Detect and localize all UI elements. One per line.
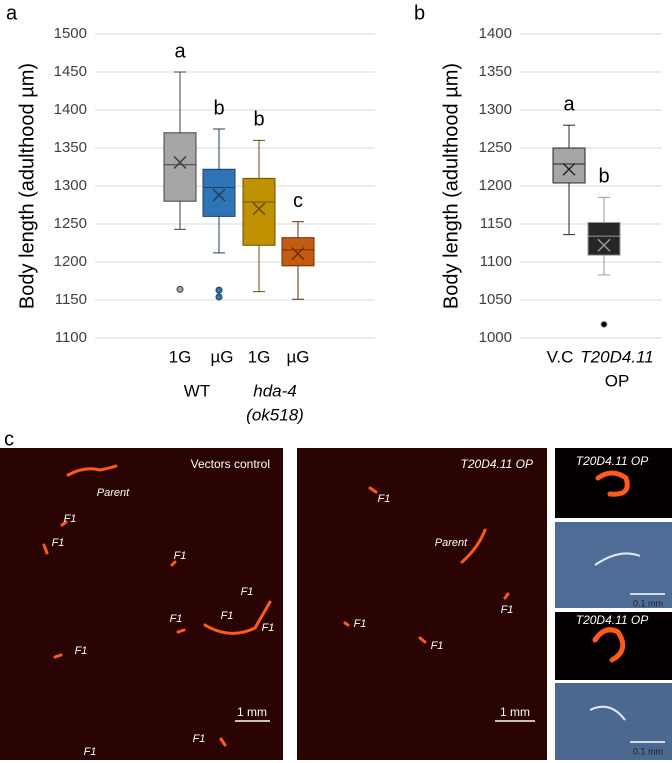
group-label: hda-4 <box>253 381 296 400</box>
y-tick-label: 1250 <box>54 215 87 232</box>
y-tick-label: 1050 <box>479 291 512 308</box>
y-tick-label: 1150 <box>480 215 512 232</box>
group-label: (ok518) <box>246 405 304 424</box>
y-tick-label: 1400 <box>54 101 87 118</box>
micrograph <box>0 448 283 760</box>
significance-letter: b <box>253 109 264 131</box>
box <box>281 237 315 267</box>
significance-letter: a <box>563 93 575 115</box>
significance-letter: b <box>598 166 609 188</box>
micrograph <box>555 683 672 760</box>
panel-label: c <box>4 428 14 450</box>
x-tick-label: 1G <box>169 347 192 366</box>
scale-label: 1 mm <box>500 705 530 719</box>
y-tick-label: 1100 <box>55 329 87 346</box>
worm-outline <box>589 552 641 721</box>
y-axis-title: Body length (adulthood µm) <box>16 63 38 309</box>
worm-label: F1 <box>378 493 391 505</box>
x-tick-label: T20D4.11 <box>580 347 653 366</box>
worm-label: F1 <box>84 746 97 758</box>
y-tick-label: 1250 <box>479 139 512 156</box>
worm-label: F1 <box>262 622 275 634</box>
mean-marker <box>597 238 611 252</box>
worm-label: F1 <box>354 618 367 630</box>
worm-label: F1 <box>501 604 514 616</box>
micrograph <box>555 448 672 518</box>
y-tick-label: 1300 <box>54 177 87 194</box>
micrograph <box>297 448 547 760</box>
scale-label: 0.1 mm <box>633 746 663 756</box>
box <box>163 132 197 202</box>
box <box>552 147 586 184</box>
panel-label: a <box>6 2 18 24</box>
worm-label: F1 <box>75 645 88 657</box>
worms <box>42 464 630 747</box>
group-label: WT <box>184 381 210 400</box>
significance-letter: b <box>213 97 224 119</box>
x-tick-label: OP <box>605 371 630 390</box>
panel-label: b <box>414 2 425 24</box>
worm-label: F1 <box>170 613 183 625</box>
box <box>242 177 276 246</box>
mean-marker <box>562 162 576 176</box>
y-tick-label: 1100 <box>480 253 512 270</box>
x-tick-label: 1G <box>248 347 271 366</box>
image-title: T20D4.11 OP <box>576 454 648 468</box>
significance-letter: a <box>174 40 186 62</box>
y-tick-label: 1400 <box>479 25 512 42</box>
scale-label: 1 mm <box>237 705 267 719</box>
scale-label: 0.1 mm <box>633 598 663 608</box>
x-tick-label: V.C <box>547 347 574 366</box>
mean-marker <box>212 188 226 202</box>
x-tick-label: µG <box>210 347 233 366</box>
image-title: T20D4.11 OP <box>576 613 648 627</box>
y-axis-title: Body length (adulthood µm) <box>440 63 462 309</box>
worm-label: F1 <box>221 610 234 622</box>
worm-label: Parent <box>97 487 130 499</box>
worm-label: F1 <box>193 733 206 745</box>
y-tick-label: 1350 <box>479 63 512 80</box>
y-tick-label: 1000 <box>479 329 512 346</box>
worm-label: F1 <box>174 550 187 562</box>
image-title: Vectors control <box>191 457 270 471</box>
worm-label: F1 <box>241 586 254 598</box>
box <box>587 221 621 256</box>
y-tick-label: 1200 <box>479 177 512 194</box>
box <box>202 168 236 217</box>
image-title: T20D4.11 OP <box>461 457 533 471</box>
worm-label: Parent <box>435 537 468 549</box>
micrograph <box>555 522 672 608</box>
significance-letter: c <box>293 190 303 212</box>
y-tick-label: 1200 <box>54 253 87 270</box>
mean-marker <box>252 202 266 216</box>
y-tick-label: 1450 <box>54 63 87 80</box>
worm-label: F1 <box>64 513 77 525</box>
x-tick-label: µG <box>286 347 309 366</box>
y-tick-label: 1300 <box>479 101 512 118</box>
scale-bars <box>235 593 665 743</box>
outlier <box>215 286 223 294</box>
outlier <box>215 293 223 301</box>
y-tick-label: 1350 <box>54 139 87 156</box>
worm-label: F1 <box>431 640 444 652</box>
mean-marker <box>173 155 187 169</box>
y-tick-label: 1500 <box>54 25 87 42</box>
outlier <box>600 320 608 328</box>
outlier <box>176 285 184 293</box>
y-tick-label: 1150 <box>55 291 87 308</box>
worm-label: F1 <box>52 537 65 549</box>
mean-marker <box>291 247 305 261</box>
micrograph <box>555 612 672 680</box>
